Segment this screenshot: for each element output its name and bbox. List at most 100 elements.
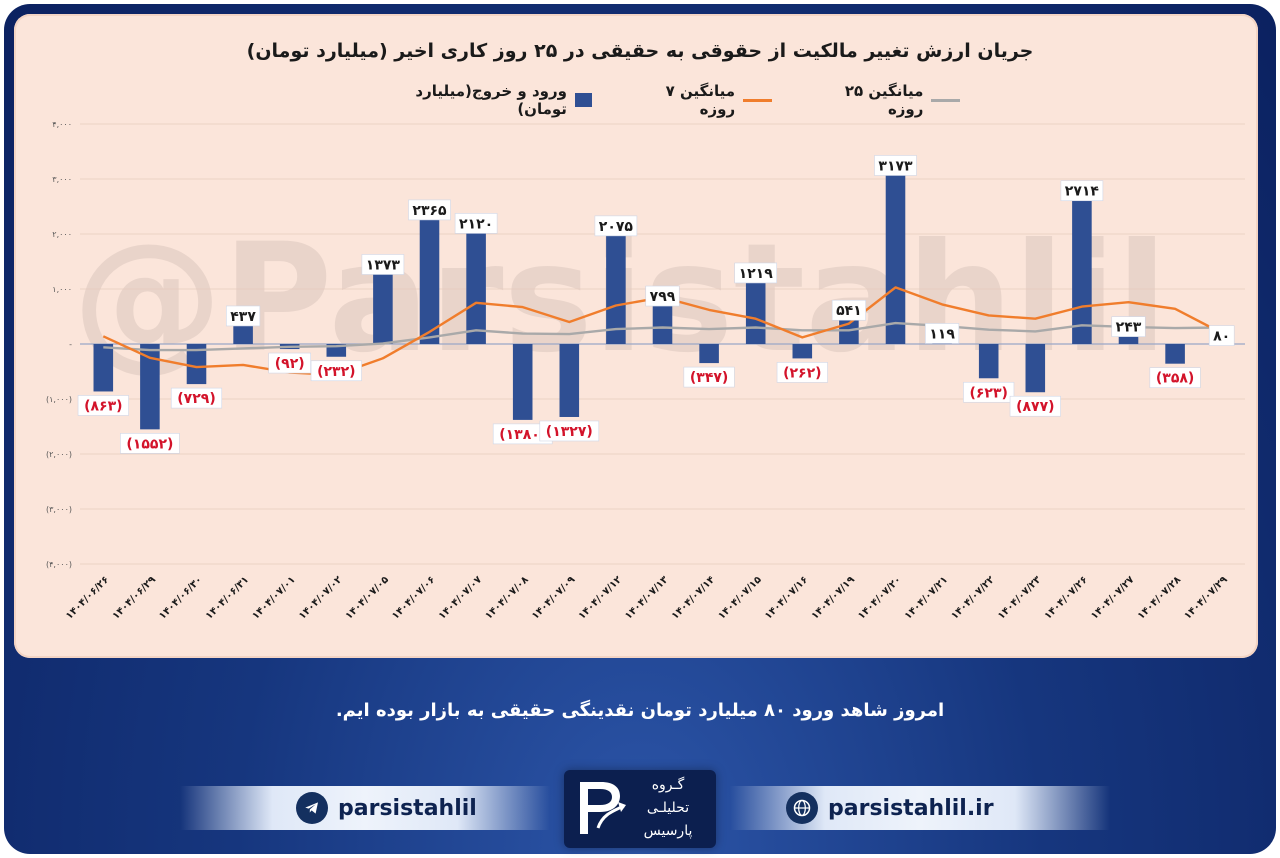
x-tick-label: ۱۴۰۴/۰۷/۱۹ [810,574,857,621]
logo-icon [580,782,626,834]
data-label: ۱۲۱۹ [739,266,774,282]
bar [978,344,999,379]
data-label-box [1208,325,1235,346]
chart-panel [14,14,1258,658]
data-label: (۱۳۲۷) [546,424,593,440]
data-label: (۶۲۳) [969,385,1007,401]
data-label: (۷۲۹) [177,391,215,407]
bar [606,229,626,344]
bar [1165,344,1185,364]
data-label: ۸۰ [1213,329,1230,345]
data-label-box [734,262,778,284]
legend-swatch-bars [574,93,593,107]
x-tick-label: ۱۴۰۴/۰۷/۲۰ [856,574,903,621]
legend-item-ma7: میانگین ۷ روزه [630,82,772,118]
y-tick-label: ۴,۰۰۰ [52,120,72,129]
data-label: (۲۶۲) [783,365,821,381]
bar [1025,344,1046,393]
data-label: (۱۳۸۰) [499,427,546,443]
data-label: (۸۷۷) [1016,399,1054,415]
data-label-box [539,420,600,442]
data-label-box [963,381,1015,403]
globe-icon [786,792,818,824]
x-tick-label: ۱۴۰۴/۰۷/۱۳ [623,574,670,621]
y-tick-label: (۴,۰۰۰) [46,560,72,569]
legend-label-bars: ورود و خروج(میلیارد تومان) [415,82,567,118]
telegram-link[interactable]: parsistahlil [296,790,477,826]
x-tick-label: ۱۴۰۴/۰۷/۲۸ [1136,574,1183,621]
x-tick-label: ۱۴۰۴/۰۷/۲۱ [903,574,950,621]
gridlines [80,123,1245,565]
bar [140,344,160,430]
legend-swatch-ma7 [743,98,772,102]
data-label-box [361,254,405,275]
data-label: ۳۱۷۳ [878,158,913,174]
data-label-box [776,362,828,383]
data-label-box [310,360,362,382]
bar [186,344,207,385]
y-axis-ticks: ۴,۰۰۰ ۳,۰۰۰ ۲,۰۰۰ ۱,۰۰۰ - (۱,۰۰۰) (۲,۰۰۰) (۳,۰۰… [46,120,72,569]
data-label-box [1060,180,1104,202]
x-tick-label: ۱۴۰۴/۰۷/۰۵ [344,574,391,621]
bar [745,276,766,344]
data-label: ۲۱۲۰ [459,216,493,232]
x-tick-label: ۱۴۰۴/۰۷/۱۶ [763,574,810,621]
data-label-box [120,433,180,454]
website-link[interactable]: parsistahlil.ir [786,790,994,826]
data-label-box [170,387,223,409]
y-tick-label: ۱,۰۰۰ [52,285,72,294]
x-tick-label: ۱۴۰۴/۰۷/۲۷ [1089,574,1136,621]
y-tick-label: (۲,۰۰۰) [46,450,72,459]
bar [792,344,813,359]
data-label-box [454,213,498,234]
legend-item-ma25: میانگین ۲۵ روزه [810,82,960,118]
x-tick-label: ۱۴۰۴/۰۶/۲۶ [64,574,111,621]
x-tick-label: ۱۴۰۴/۰۷/۰۲ [297,574,344,621]
data-label-box [645,285,680,307]
data-label-box [874,155,917,176]
data-label-box [1009,395,1061,417]
logo-line-2: تحلیلـی [646,800,690,816]
footer-band-left [180,786,550,830]
legend-label-ma7: میانگین ۷ روزه [665,82,736,118]
data-label: ۱۳۷۳ [366,257,401,273]
data-label-box [683,366,735,388]
bar [885,169,906,344]
logo-text: گـروه تحلیلـی پارسیس [628,774,708,843]
data-label: ۵۴۱ [836,303,862,319]
data-label: ۴۳۷ [230,309,256,325]
data-label: ۲۰۷۵ [599,219,634,235]
data-label-box [1149,367,1201,388]
bar [466,227,486,344]
bar [559,344,580,417]
x-tick-label: ۱۴۰۴/۰۷/۰۱ [250,574,297,621]
chart-svg: @Parsistahlil ۴,۰۰۰۳,۰۰۰۲,۰۰۰۱,۰۰۰-(۱,۰۰… [46,120,1245,622]
legend-item-bars: ورود و خروج(میلیارد تومان) [370,82,593,118]
data-label-box [226,305,261,327]
ma25-line [103,321,1222,352]
x-tick-label: ۱۴۰۴/۰۷/۲۳ [996,574,1043,621]
bar [93,344,114,392]
y-tick-label: (۳,۰۰۰) [46,505,72,514]
data-label: ۷۹۹ [650,289,676,305]
bar [1072,194,1092,344]
data-label-box [268,352,312,374]
x-tick-label: ۱۴۰۴/۰۷/۰۶ [390,574,437,621]
telegram-handle: parsistahlil [338,795,477,821]
x-tick-label: ۱۴۰۴/۰۷/۲۶ [1043,574,1090,621]
data-label: ۲۷۱۴ [1065,184,1100,200]
x-tick-label: ۱۴۰۴/۰۶/۳۱ [204,574,251,621]
y-tick-label: ۳,۰۰۰ [52,175,72,184]
x-tick-label: ۱۴۰۴/۰۷/۱۲ [577,574,624,621]
data-label: ۱۱۹ [929,326,955,342]
legend: ورود و خروج(میلیارد تومان) میانگین ۷ روز… [370,82,960,118]
data-label-box [594,215,638,237]
bar [512,344,533,420]
x-tick-label: ۱۴۰۴/۰۷/۱۵ [716,574,763,621]
x-tick-label: ۱۴۰۴/۰۷/۲۲ [949,574,996,621]
bar-series [93,169,1232,430]
legend-label-ma25: میانگین ۲۵ روزه [844,82,924,118]
data-label: (۲۳۲) [317,364,355,380]
y-tick-label: (۱,۰۰۰) [46,395,72,404]
logo-line-1: گـروه [651,777,685,793]
